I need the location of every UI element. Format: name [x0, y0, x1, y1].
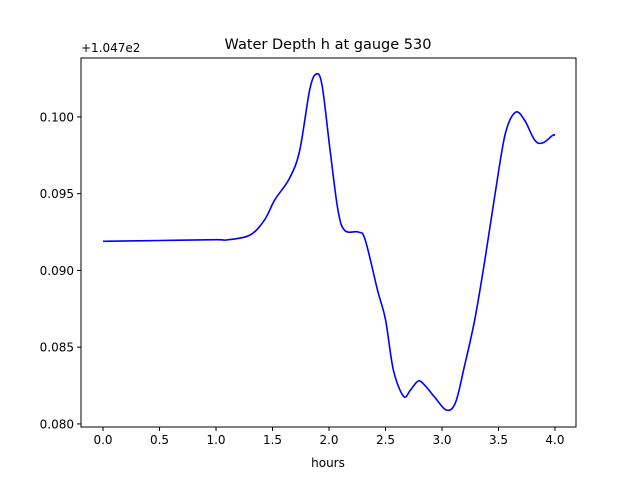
- y-tick-label: 0.090: [40, 264, 74, 278]
- series-line-h: [103, 73, 556, 412]
- x-tick-label: 3.5: [489, 433, 508, 447]
- x-axis-label: hours: [311, 456, 345, 470]
- y-tick-label: 0.085: [40, 341, 74, 355]
- y-offset-label: +1.047e2: [81, 41, 140, 55]
- y-tick-label: 0.100: [40, 110, 74, 124]
- x-tick-label: 1.5: [263, 433, 282, 447]
- x-tick-label: 1.0: [206, 433, 225, 447]
- chart-title: Water Depth h at gauge 530: [225, 37, 432, 53]
- x-tick-label: 2.5: [376, 433, 395, 447]
- x-tick-label: 0.5: [150, 433, 169, 447]
- x-tick-label: 0.0: [93, 433, 112, 447]
- y-tick-label: 0.080: [40, 417, 74, 431]
- y-tick-label: 0.095: [40, 187, 74, 201]
- x-tick-label: 2.0: [319, 433, 338, 447]
- x-tick-label: 4.0: [545, 433, 564, 447]
- x-tick-label: 3.0: [432, 433, 451, 447]
- axes-frame: [80, 57, 577, 428]
